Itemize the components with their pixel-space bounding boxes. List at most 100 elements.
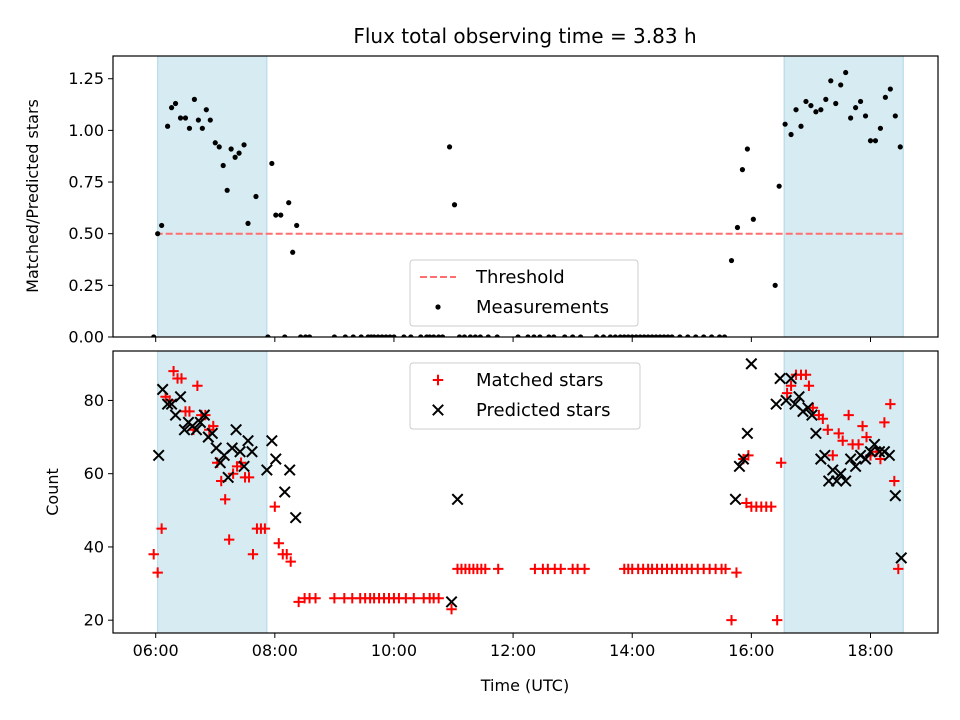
measurement-point	[265, 334, 271, 337]
measurement-point	[387, 334, 393, 337]
shaded-span	[157, 55, 268, 338]
x-tick-label: 18:00	[847, 641, 893, 660]
measurement-point	[477, 334, 483, 337]
matched-star-point	[822, 424, 834, 435]
predicted-star-point	[283, 464, 296, 476]
measurement-point	[342, 334, 348, 337]
x-tick-label: 16:00	[728, 641, 774, 660]
legend-frame	[409, 259, 639, 327]
measurement-point	[159, 222, 165, 229]
predicted-star-point	[178, 423, 191, 436]
predicted-star-point	[161, 398, 174, 411]
measurement-point	[358, 334, 364, 337]
matched-star-point	[269, 501, 281, 512]
predicted-star-point	[230, 423, 243, 436]
measurement-point	[653, 334, 659, 337]
bottom-legend: Matched stars Predicted stars	[409, 362, 641, 430]
matched-star-point	[775, 457, 787, 468]
measurement-point	[273, 212, 279, 218]
predicted-star-point	[883, 449, 896, 462]
predicted-star-point	[234, 445, 246, 458]
measurement-point	[331, 334, 337, 337]
x-tick-label: 14:00	[609, 641, 655, 660]
matched-star-point	[771, 614, 783, 626]
measurement-point	[798, 123, 804, 129]
measurement-point	[788, 131, 794, 138]
chart-title: Flux total observing time = 3.83 h	[353, 24, 696, 48]
measurement-point	[776, 183, 782, 189]
measurement-point	[151, 334, 157, 337]
measurement-point	[182, 115, 189, 121]
matched-star-point	[293, 596, 304, 608]
predicted-star-point	[174, 390, 187, 403]
measurement-point	[245, 220, 251, 226]
measurement-point	[525, 334, 531, 337]
measurement-point	[298, 334, 304, 337]
matched-star-point	[817, 413, 829, 424]
measurement-point	[236, 150, 242, 156]
measurement-point	[224, 187, 230, 193]
predicted-star-point	[844, 453, 857, 465]
measurement-point	[782, 121, 788, 127]
predicted-star-point	[733, 460, 746, 473]
matched-star-point	[879, 417, 890, 428]
measurement-point	[750, 216, 756, 222]
y-tick-label: 0.50	[68, 224, 104, 243]
predicted-star-point	[868, 438, 881, 451]
measurement-point	[808, 102, 814, 109]
measurement-point	[701, 334, 707, 337]
measurement-point	[852, 105, 859, 111]
measurement-point	[562, 334, 568, 337]
matched-star-point	[889, 475, 900, 487]
matched-star-point	[800, 369, 812, 381]
measurement-point	[216, 144, 222, 150]
matched-star-point	[164, 395, 175, 406]
predicted-star-point	[830, 475, 843, 487]
measurement-point	[813, 109, 819, 115]
predicted-star-point	[451, 493, 464, 506]
measurement-point	[570, 334, 576, 337]
measurement-point	[728, 257, 735, 264]
matched-star-point	[273, 538, 284, 549]
measurement-point	[669, 334, 675, 337]
matched-star-point	[827, 450, 838, 461]
measurement-point	[253, 193, 259, 200]
matched-star-point	[432, 374, 444, 386]
matched-star-point	[853, 439, 864, 450]
measurement-point	[431, 334, 437, 337]
matched-star-point	[803, 380, 815, 391]
matched-star-point	[579, 563, 590, 575]
matched-star-point	[861, 431, 872, 443]
predicted-star-point	[214, 456, 227, 469]
predicted-star-point	[198, 409, 211, 421]
x-tick-label: 10:00	[371, 641, 417, 660]
predicted-star-point	[289, 511, 302, 524]
measurement-point	[665, 334, 671, 337]
measurement-point	[401, 334, 407, 337]
predicted-star-point	[269, 453, 282, 465]
matched-star-point	[555, 563, 566, 575]
matched-star-point	[857, 420, 868, 432]
measurement-point	[172, 100, 179, 107]
measurement-point	[843, 69, 849, 76]
predicted-star-point	[278, 486, 291, 498]
measurement-point	[857, 98, 864, 105]
measurement-point	[823, 96, 829, 102]
measurement-point	[593, 334, 600, 337]
predicted-star-point	[839, 475, 852, 487]
matched-star-point	[492, 563, 504, 575]
predicted-star-point	[864, 445, 877, 458]
matched-star-point	[223, 534, 235, 545]
measurement-point	[472, 334, 478, 337]
measurement-point	[278, 212, 284, 218]
measurement-point	[637, 334, 643, 337]
measurement-point	[191, 96, 198, 102]
predicted-star-point	[785, 372, 797, 385]
measurement-point	[838, 82, 844, 88]
measurement-point	[551, 334, 557, 337]
measurement-point	[645, 334, 651, 337]
predicted-star-point	[859, 453, 872, 465]
matched-star-point	[446, 603, 457, 615]
measurement-point	[440, 334, 446, 337]
